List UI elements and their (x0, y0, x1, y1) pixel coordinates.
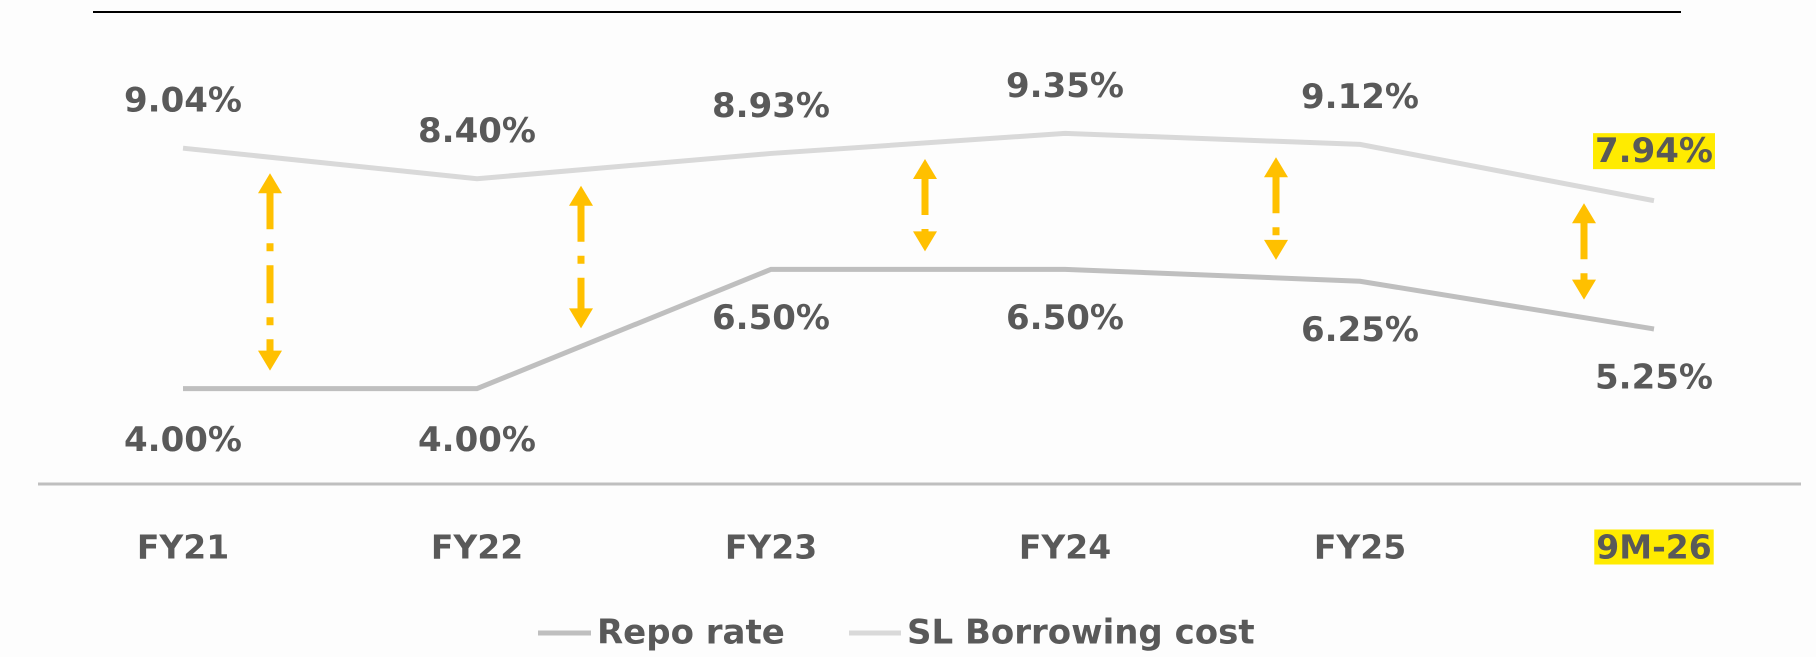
legend-label: Repo rate (597, 613, 785, 653)
arrow-head (1264, 157, 1288, 178)
arrow-head (569, 185, 593, 206)
legend-label: SL Borrowing cost (907, 613, 1255, 653)
value-label: 6.50% (1006, 298, 1124, 338)
x-tick-label: FY21 (137, 528, 229, 567)
arrow-head (913, 158, 937, 179)
arrow-head (1264, 239, 1288, 260)
value-label: 9.04% (124, 81, 242, 121)
x-tick-label: 9M-26 (1596, 528, 1711, 567)
highlight (1593, 133, 1715, 170)
value-label: 9.12% (1301, 77, 1419, 117)
x-tick-label: FY23 (725, 528, 817, 567)
value-label: 6.25% (1301, 310, 1419, 350)
value-label: 5.25% (1595, 357, 1713, 397)
x-tick-label: FY24 (1019, 528, 1111, 567)
arrow-head (258, 350, 282, 371)
arrow-head (913, 231, 937, 252)
value-label: 8.40% (418, 111, 536, 151)
value-label: 7.94% (1595, 131, 1713, 171)
value-label: 6.50% (712, 298, 830, 338)
series-line (182, 130, 1655, 204)
arrow-head (1572, 279, 1596, 300)
arrow-head (258, 173, 282, 194)
arrow-head (569, 308, 593, 329)
x-tick-label: FY25 (1314, 528, 1406, 567)
arrow-head (1572, 203, 1596, 224)
highlight (1594, 529, 1714, 565)
value-label: 4.00% (418, 420, 536, 460)
value-label: 4.00% (124, 420, 242, 460)
value-label: 9.35% (1006, 66, 1124, 106)
series-line (183, 266, 1655, 392)
x-tick-label: FY22 (431, 528, 523, 567)
value-label: 8.93% (712, 86, 830, 126)
